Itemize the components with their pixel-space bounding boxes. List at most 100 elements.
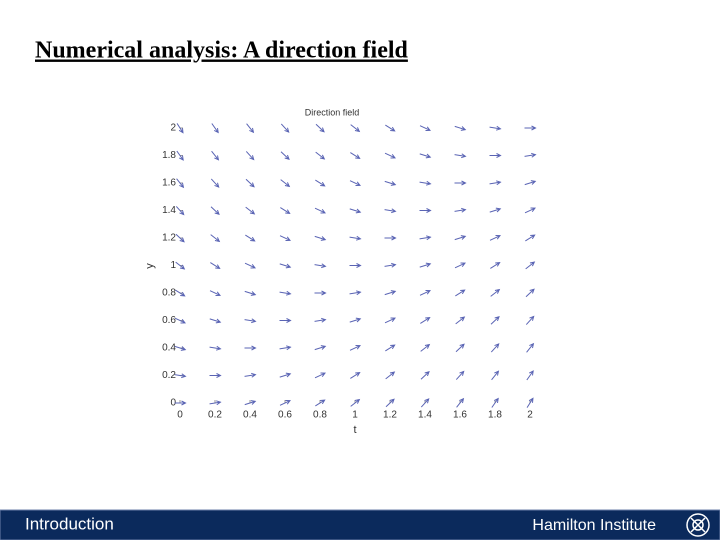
arrow bbox=[245, 151, 255, 161]
footer-bar bbox=[0, 509, 720, 541]
arrow bbox=[174, 345, 187, 351]
arrow bbox=[419, 262, 432, 268]
arrow bbox=[419, 290, 431, 296]
footer-right: Hamilton Institute bbox=[532, 517, 656, 534]
slide-title: Numerical analysis: A direction field bbox=[35, 38, 409, 64]
arrow bbox=[525, 288, 535, 298]
arrow bbox=[245, 206, 256, 215]
arrow bbox=[244, 345, 257, 351]
arrow bbox=[525, 261, 536, 270]
y-tick-label: 1 bbox=[170, 260, 176, 271]
arrow bbox=[279, 290, 292, 296]
arrow bbox=[279, 400, 291, 406]
y-tick-label: 1.8 bbox=[162, 150, 176, 161]
arrow bbox=[211, 150, 220, 161]
arrow bbox=[349, 317, 362, 323]
arrow bbox=[314, 290, 327, 296]
arrow bbox=[420, 370, 430, 380]
y-axis-label: y bbox=[144, 263, 156, 269]
arrow bbox=[244, 400, 257, 406]
logo bbox=[686, 513, 710, 537]
y-tick-label: 1.2 bbox=[162, 233, 176, 244]
arrow bbox=[384, 208, 397, 214]
x-tick-label: 1.6 bbox=[453, 410, 467, 421]
arrow bbox=[455, 316, 466, 325]
arrow bbox=[175, 289, 186, 297]
arrow bbox=[314, 317, 327, 323]
arrow bbox=[489, 125, 502, 131]
arrow bbox=[524, 207, 536, 214]
arrow bbox=[454, 125, 467, 131]
arrow bbox=[490, 288, 501, 297]
arrow bbox=[385, 371, 396, 380]
arrow bbox=[455, 370, 465, 380]
arrow bbox=[280, 179, 291, 188]
arrow bbox=[209, 345, 222, 351]
arrow bbox=[280, 207, 291, 215]
arrow bbox=[524, 180, 537, 186]
arrow bbox=[314, 345, 327, 351]
arrow bbox=[175, 261, 186, 270]
arrow bbox=[245, 234, 256, 242]
arrow bbox=[314, 263, 327, 269]
arrow bbox=[420, 398, 430, 408]
arrow bbox=[314, 235, 327, 241]
arrow bbox=[279, 235, 291, 241]
y-tick-label: 1.6 bbox=[162, 178, 176, 189]
arrow bbox=[419, 180, 432, 186]
arrow bbox=[384, 235, 397, 241]
arrow bbox=[349, 235, 362, 241]
arrow bbox=[454, 153, 467, 159]
arrow bbox=[349, 345, 361, 351]
arrow bbox=[175, 233, 185, 243]
arrow bbox=[490, 343, 500, 353]
arrow bbox=[489, 235, 501, 241]
arrow bbox=[454, 235, 467, 241]
x-tick-label: 1.8 bbox=[488, 410, 502, 421]
arrow bbox=[524, 125, 537, 131]
arrow bbox=[491, 397, 499, 408]
arrow bbox=[385, 398, 395, 408]
arrow bbox=[280, 123, 290, 133]
arrow bbox=[349, 180, 361, 186]
arrow bbox=[489, 153, 502, 158]
arrow bbox=[176, 178, 185, 189]
arrow bbox=[385, 124, 396, 132]
arrow bbox=[315, 179, 326, 187]
arrow bbox=[526, 342, 535, 353]
arrow bbox=[209, 400, 222, 406]
footer-left: Introduction bbox=[25, 514, 114, 533]
arrow bbox=[455, 343, 465, 353]
arrow bbox=[349, 290, 362, 296]
arrow bbox=[314, 372, 326, 379]
arrow bbox=[384, 317, 396, 324]
arrow bbox=[210, 178, 220, 188]
arrow bbox=[244, 372, 257, 378]
arrow bbox=[525, 315, 535, 325]
arrow bbox=[210, 234, 221, 243]
arrow bbox=[244, 262, 256, 269]
y-tick-label: 0.4 bbox=[162, 343, 176, 354]
y-tick-label: 2 bbox=[170, 123, 176, 134]
arrow bbox=[314, 207, 326, 214]
arrow bbox=[244, 318, 257, 324]
x-tick-label: 0.4 bbox=[243, 410, 257, 421]
arrow bbox=[419, 153, 432, 159]
x-tick-label: 1.2 bbox=[383, 410, 397, 421]
arrow bbox=[489, 207, 502, 213]
arrow bbox=[279, 372, 292, 378]
arrow bbox=[525, 234, 536, 242]
arrow bbox=[420, 343, 431, 352]
arrow bbox=[245, 178, 255, 188]
arrow bbox=[175, 206, 185, 216]
x-tick-label: 1 bbox=[352, 410, 358, 421]
arrow bbox=[526, 370, 534, 381]
x-tick-label: 2 bbox=[527, 410, 533, 421]
arrow bbox=[244, 290, 257, 296]
arrow bbox=[419, 235, 432, 241]
arrow bbox=[349, 263, 362, 268]
arrow bbox=[490, 261, 501, 269]
arrow bbox=[385, 344, 396, 352]
y-tick-label: 0.6 bbox=[162, 315, 176, 326]
